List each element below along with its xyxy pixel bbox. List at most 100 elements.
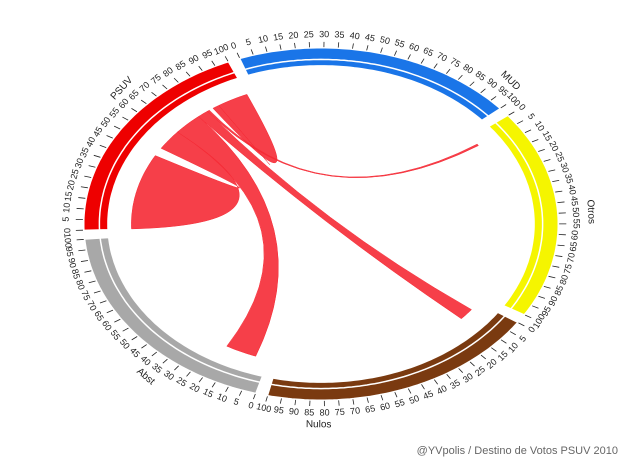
tick-label: 45 [569,195,580,206]
tick-mark [490,96,497,101]
chord [212,94,278,165]
tick-label: 0 [62,228,72,233]
tick-label: 15 [63,191,74,202]
tick-label: 65 [364,403,376,415]
tick-label: 60 [100,319,114,333]
tick-label: 70 [137,80,151,94]
segment-ring [239,47,501,121]
tick-mark [294,42,296,49]
tick-mark [122,327,129,332]
tick-mark [508,111,515,116]
tick-mark [420,58,425,64]
tick-label: 80 [74,278,87,291]
tick-label: 45 [422,388,435,401]
tick-label: 25 [68,168,80,180]
tick-label: 95 [64,246,75,257]
tick-mark [279,398,282,404]
tick-mark [532,305,539,309]
tick-label: 15 [201,386,214,399]
tick-label: 75 [79,289,92,302]
tick-mark [446,68,451,74]
tick-label: 10 [257,33,269,45]
tick-label: 65 [127,88,141,102]
tick-label: 40 [566,184,578,196]
tick-label: 90 [187,53,201,67]
tick-label: 60 [408,41,421,54]
tick-mark [552,265,560,268]
tick-mark [99,300,107,304]
tick-label: 50 [99,115,113,129]
tick-mark [458,74,463,80]
tick-mark [538,295,546,299]
tick-label: 85 [552,284,565,297]
tick-mark [531,139,539,143]
tick-mark [250,49,254,55]
tick-mark [93,290,101,294]
tick-mark [106,135,113,139]
tick-mark [84,270,92,273]
tick-mark [458,368,464,373]
tick-label: 15 [496,349,510,363]
tick-mark [518,322,525,327]
tick-mark [407,54,411,60]
tick-mark [84,175,92,178]
tick-label: 90 [66,257,78,269]
tick-mark [225,386,229,393]
segment-label: Otros [584,199,596,224]
caption: @YVpolis / Destino de Votos PSUV 2010 [417,445,618,457]
tick-mark [238,390,243,396]
tick-mark [446,373,451,379]
tick-mark [162,358,168,364]
tick-label: 35 [78,146,91,159]
tick-mark [198,377,203,383]
tick-label: 65 [92,309,106,323]
tick-label: 80 [161,65,175,79]
tick-mark [265,396,268,402]
tick-label: 50 [571,207,582,218]
segment-line [98,71,235,230]
tick-label: 5 [526,111,537,121]
tick-label: 90 [288,406,299,417]
tick-label: 20 [188,381,202,395]
tick-mark [380,47,383,53]
tick-mark [366,45,369,51]
tick-label: 80 [461,62,475,76]
tick-label: 65 [422,45,435,58]
tick-label: 85 [70,268,82,280]
tick-label: 65 [568,241,579,252]
tick-label: 40 [84,135,97,148]
tick-mark [469,81,475,87]
tick-label: 0 [230,40,238,51]
tick-label: 70 [565,252,577,264]
tick-label: 60 [569,230,580,241]
tick-mark [78,249,86,252]
tick-label: 50 [118,337,132,351]
tick-mark [253,393,256,400]
segment-label: Nulos [306,419,332,430]
tick-label: 10 [506,340,520,354]
tick-mark [151,91,157,97]
segment-line [271,315,506,390]
tick-mark [557,244,565,247]
tick-label: 55 [393,397,406,410]
tick-mark [211,382,216,388]
tick-mark [380,395,384,401]
tick-label: 70 [349,405,360,416]
tick-label: 0 [517,102,528,112]
tick-mark [352,43,354,49]
tick-label: 40 [349,30,360,41]
tick-mark [525,314,532,319]
tick-label: 30 [319,29,329,39]
tick-label: 15 [540,129,554,143]
tick-mark [114,318,121,323]
tick-label: 10 [216,391,229,404]
tick-mark [394,392,398,398]
tick-mark [174,365,179,371]
tick-label: 55 [108,328,122,342]
segment-line [245,58,489,117]
tick-label: 85 [174,58,188,72]
tick-label: 95 [540,304,554,318]
tick-mark [407,388,412,394]
tick-label: 80 [319,407,329,417]
tick-label: 45 [91,125,105,139]
